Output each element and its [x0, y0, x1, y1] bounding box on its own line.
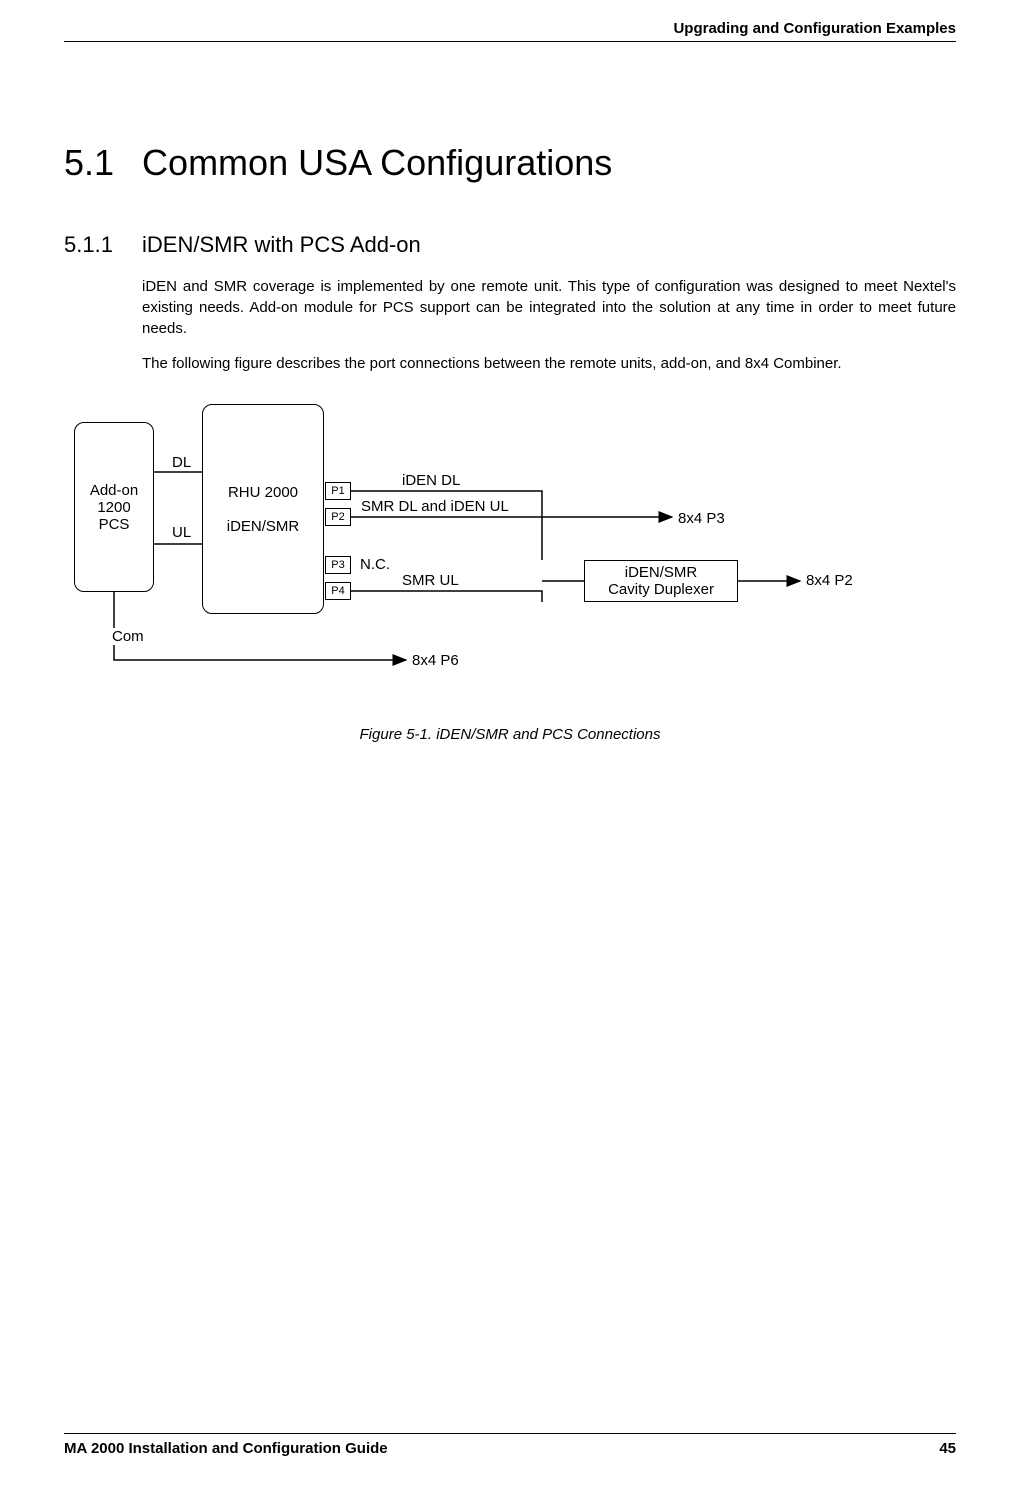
port-p3: P3 — [325, 556, 351, 574]
figure-caption: Figure 5-1. iDEN/SMR and PCS Connections — [64, 726, 956, 743]
duplexer-box: iDEN/SMRCavity Duplexer — [584, 560, 738, 602]
rhu-box: RHU 2000 iDEN/SMR — [202, 404, 324, 614]
footer-left: MA 2000 Installation and Configuration G… — [64, 1440, 388, 1457]
paragraph-1: iDEN and SMR coverage is implemented by … — [142, 276, 956, 339]
label-ul: UL — [172, 524, 191, 541]
addon-box: Add-on1200PCS — [74, 422, 154, 592]
label-8x4-p3: 8x4 P3 — [678, 510, 725, 527]
page-footer: MA 2000 Installation and Configuration G… — [64, 1433, 956, 1457]
footer-page-number: 45 — [939, 1440, 956, 1457]
label-com: Com — [112, 628, 144, 645]
label-8x4-p2: 8x4 P2 — [806, 572, 853, 589]
page-header: Upgrading and Configuration Examples — [64, 20, 956, 42]
label-nc: N.C. — [360, 556, 390, 573]
label-8x4-p6: 8x4 P6 — [412, 652, 459, 669]
section-heading: 5.1 Common USA Configurations — [64, 142, 956, 184]
label-smr-dl-iden-ul: SMR DL and iDEN UL — [361, 498, 509, 515]
subsection-title: iDEN/SMR with PCS Add-on — [142, 232, 421, 257]
subsection-number: 5.1.1 — [64, 232, 142, 258]
label-smr-ul: SMR UL — [402, 572, 459, 589]
port-p2: P2 — [325, 508, 351, 526]
port-p4: P4 — [325, 582, 351, 600]
label-iden-dl: iDEN DL — [402, 472, 460, 489]
paragraph-2: The following figure describes the port … — [142, 353, 956, 374]
label-dl: DL — [172, 454, 191, 471]
subsection-heading: 5.1.1iDEN/SMR with PCS Add-on — [64, 232, 956, 258]
section-title: Common USA Configurations — [142, 142, 612, 183]
port-p1: P1 — [325, 482, 351, 500]
block-diagram: Add-on1200PCS RHU 2000 iDEN/SMR iDEN/SMR… — [64, 394, 956, 714]
diagram-wires — [64, 394, 944, 714]
section-number: 5.1 — [64, 142, 114, 184]
